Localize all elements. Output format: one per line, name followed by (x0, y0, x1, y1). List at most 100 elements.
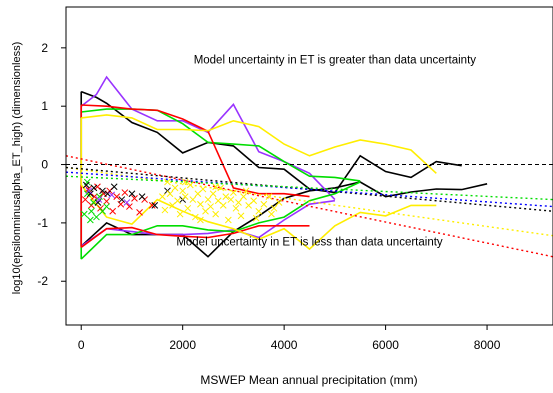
y-axis-label: log10(epsilonminusalpha_ET_high) (dimens… (11, 42, 23, 295)
scatter-point-1-0 (80, 210, 88, 218)
scatter-point-4-18 (209, 190, 217, 198)
series-2-lower-line (80, 181, 361, 260)
scatter-point-4-28 (235, 199, 242, 206)
scatter-point-0-15 (136, 209, 143, 216)
x-axis-label: MSWEP Mean annual precipitation (mm) (200, 373, 417, 387)
trend-line-3 (65, 171, 553, 208)
scatter-point-3-1 (95, 196, 103, 203)
scatter-point-4-29 (237, 212, 245, 220)
series-4-upper-line (81, 114, 437, 174)
x-tick-label-2000: 2000 (169, 338, 196, 352)
scatter-point-2-0 (82, 181, 90, 189)
scatter-point-4-8 (184, 204, 192, 212)
scatter-point-2-9 (138, 193, 146, 200)
scatter-point-4-21 (217, 184, 225, 192)
annotation-1: Model uncertainty in ET is less than dat… (176, 237, 443, 249)
scatter-point-4-30 (240, 193, 247, 200)
x-tick-label-6000: 6000 (372, 338, 399, 352)
scatter-point-0-13 (126, 203, 133, 210)
scatter-point-4-16 (204, 196, 212, 203)
scatter-point-2-10 (151, 202, 159, 209)
scatter-point-3-3 (123, 199, 131, 206)
series-layer (80, 75, 488, 260)
scatter-point-2-8 (128, 190, 136, 198)
scatter-point-1-7 (103, 203, 110, 210)
series-3-lower-line (80, 225, 310, 249)
scatter-point-4-6 (179, 187, 187, 195)
trend-line-2 (65, 166, 553, 212)
scatter-point-0-2 (88, 202, 95, 209)
series-3-upper-line (81, 104, 310, 198)
plot-frame (65, 6, 553, 326)
trend-line-1 (65, 166, 553, 237)
scatter-point-4-13 (197, 200, 204, 208)
scatter-point-4-26 (230, 189, 237, 196)
scatter-point-4-7 (181, 193, 189, 200)
scatter-point-4-33 (255, 207, 263, 215)
scatter-point-1-2 (86, 216, 94, 224)
scatter-point-1-9 (88, 207, 95, 215)
y-tick-label--2: -2 (37, 274, 48, 288)
scatter-point-0-17 (148, 202, 156, 209)
scatter-point-4-17 (207, 203, 214, 210)
scatter-point-0-10 (113, 193, 121, 200)
y-tick-label-1: 1 (41, 99, 48, 113)
series-2-upper-line (81, 108, 361, 182)
series-1-upper-line (80, 75, 336, 201)
y-tick-label-0: 0 (41, 158, 48, 172)
scatter-point-4-24 (224, 216, 232, 224)
x-tick-label-0: 0 (78, 338, 85, 352)
scatter-point-4-45 (275, 199, 283, 206)
scatter-point-4-43 (252, 214, 260, 222)
scatter-point-2-6 (110, 183, 118, 191)
series-1-lower-line (80, 199, 336, 247)
scatter-point-4-42 (242, 187, 250, 195)
y-tick-label-2: 2 (41, 41, 48, 55)
scatter-point-4-3 (171, 184, 179, 192)
scatter-point-4-11 (192, 213, 199, 221)
trend-layer (65, 155, 553, 258)
scatter-point-4-27 (232, 204, 240, 212)
scatter-point-2-2 (90, 184, 98, 192)
y-tick-label--1: -1 (37, 216, 48, 230)
scatter-point-4-25 (227, 196, 235, 203)
scatter-point-4-37 (159, 193, 166, 200)
annotation-0: Model uncertainty in ET is greater than … (194, 55, 477, 67)
scatter-point-0-4 (94, 183, 101, 191)
scatter-point-4-36 (270, 204, 278, 212)
trend-line-4 (65, 175, 553, 201)
scatter-point-3-0 (85, 187, 93, 195)
annotations: Model uncertainty in ET is greater than … (176, 55, 476, 249)
scatter-point-0-9 (109, 207, 117, 215)
scatter-point-3-2 (108, 191, 116, 199)
scatter-point-4-0 (164, 178, 171, 186)
scatter-point-0-5 (97, 204, 104, 212)
scatter-point-4-38 (161, 206, 169, 214)
scatter-point-0-12 (121, 189, 129, 196)
scatter-point-2-5 (104, 190, 111, 198)
scatter-point-4-1 (166, 190, 174, 198)
series-0-upper-line (80, 90, 462, 194)
scatter-point-2-4 (99, 187, 106, 195)
scatter-point-4-35 (265, 193, 273, 200)
x-tick-label-8000: 8000 (474, 338, 501, 352)
scatter-point-4-9 (186, 181, 194, 189)
scatter-point-4-5 (176, 210, 184, 218)
scatter-point-4-40 (197, 216, 204, 224)
scatter-point-0-14 (131, 195, 138, 202)
scatter-point-4-23 (222, 193, 230, 200)
scatter-point-1-4 (93, 213, 100, 221)
scatter-point-4-22 (219, 202, 227, 209)
scatter-point-4-41 (212, 183, 220, 191)
scatter-point-0-0 (81, 196, 89, 203)
scatter-point-4-19 (212, 210, 220, 218)
scatter-point-4-44 (268, 210, 275, 218)
scatter-point-4-32 (250, 197, 258, 205)
scatter-layer (80, 178, 283, 224)
scatter-point-0-7 (103, 197, 110, 205)
scatter-point-4-4 (174, 197, 181, 205)
scatter-point-4-39 (181, 178, 189, 186)
scatter-point-4-14 (199, 185, 207, 193)
x-tick-label-4000: 4000 (271, 338, 298, 352)
